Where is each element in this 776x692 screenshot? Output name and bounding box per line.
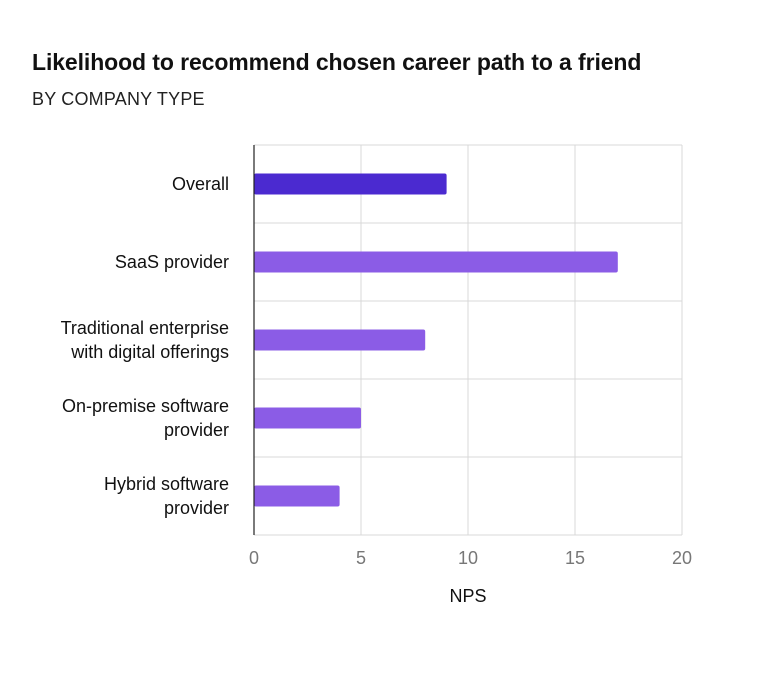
- bar: [254, 173, 447, 195]
- category-label: SaaS provider: [115, 252, 229, 272]
- x-tick-label: 20: [672, 548, 692, 568]
- category-labels: Overall SaaS provider Traditional enterpri…: [61, 174, 229, 518]
- category-label: provider: [164, 420, 229, 440]
- bar: [254, 251, 618, 273]
- x-axis-title: NPS: [449, 586, 486, 606]
- category-label: Traditional enterprise: [61, 318, 229, 338]
- x-tick-label: 15: [565, 548, 585, 568]
- bars: [254, 173, 618, 507]
- x-tick-labels: 0 5 10 15 20: [249, 548, 692, 568]
- chart-subtitle: BY COMPANY TYPE: [32, 89, 205, 109]
- x-tick-label: 10: [458, 548, 478, 568]
- category-label: Overall: [172, 174, 229, 194]
- category-label: provider: [164, 498, 229, 518]
- x-tick-label: 0: [249, 548, 259, 568]
- category-label: On-premise software: [62, 396, 229, 416]
- category-label: Hybrid software: [104, 474, 229, 494]
- category-label: with digital offerings: [70, 342, 229, 362]
- chart-title: Likelihood to recommend chosen career pa…: [32, 49, 642, 75]
- bar: [254, 407, 361, 429]
- bar: [254, 485, 340, 507]
- bar: [254, 329, 426, 351]
- x-tick-label: 5: [356, 548, 366, 568]
